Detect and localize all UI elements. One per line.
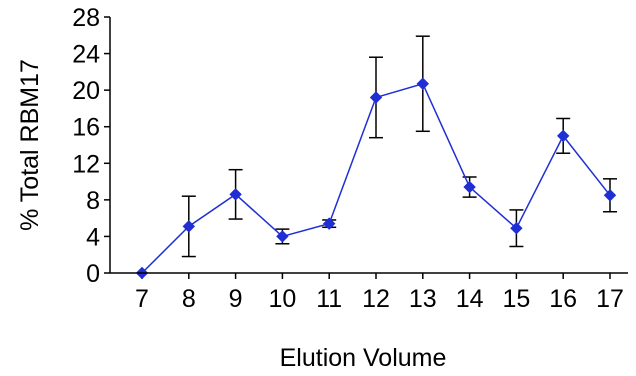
data-point xyxy=(463,180,476,194)
x-tick-label: 13 xyxy=(409,285,437,313)
y-tick-label: 16 xyxy=(72,114,100,142)
data-point xyxy=(322,217,336,230)
x-tick-label: 14 xyxy=(456,285,484,313)
x-tick-label: 17 xyxy=(596,285,624,313)
y-tick-label: 0 xyxy=(86,260,100,288)
x-tick-label: 7 xyxy=(135,285,149,313)
x-tick-label: 16 xyxy=(549,285,577,313)
error-bars xyxy=(181,35,617,258)
data-point xyxy=(556,129,570,143)
x-tick-label: 10 xyxy=(268,285,296,313)
axes xyxy=(109,17,628,274)
data-points xyxy=(135,77,617,280)
data-point xyxy=(603,189,617,202)
data-point xyxy=(369,91,383,104)
x-tick-label: 9 xyxy=(229,285,243,313)
y-axis-ticks: 0 4 8 12 16 20 24 28 xyxy=(72,4,110,288)
x-tick-label: 8 xyxy=(182,285,196,313)
x-axis-ticks: 7 8 9 10 11 12 13 14 15 16 17 xyxy=(135,273,624,313)
x-tick-label: 11 xyxy=(316,285,342,313)
x-tick-label: 15 xyxy=(502,285,530,313)
y-tick-label: 12 xyxy=(72,150,100,178)
y-tick-label: 20 xyxy=(72,77,100,105)
y-tick-label: 4 xyxy=(86,223,100,251)
y-axis-title: % Total RBM17 xyxy=(16,59,44,231)
y-tick-label: 24 xyxy=(72,41,100,69)
y-tick-label: 28 xyxy=(72,4,100,32)
y-tick-label: 8 xyxy=(86,187,100,215)
data-point xyxy=(510,221,523,235)
data-point xyxy=(182,220,196,233)
data-point xyxy=(276,230,289,243)
x-axis-title: Elution Volume xyxy=(280,344,447,372)
data-point xyxy=(416,77,430,90)
data-point xyxy=(229,188,242,201)
x-tick-label: 12 xyxy=(362,285,390,313)
